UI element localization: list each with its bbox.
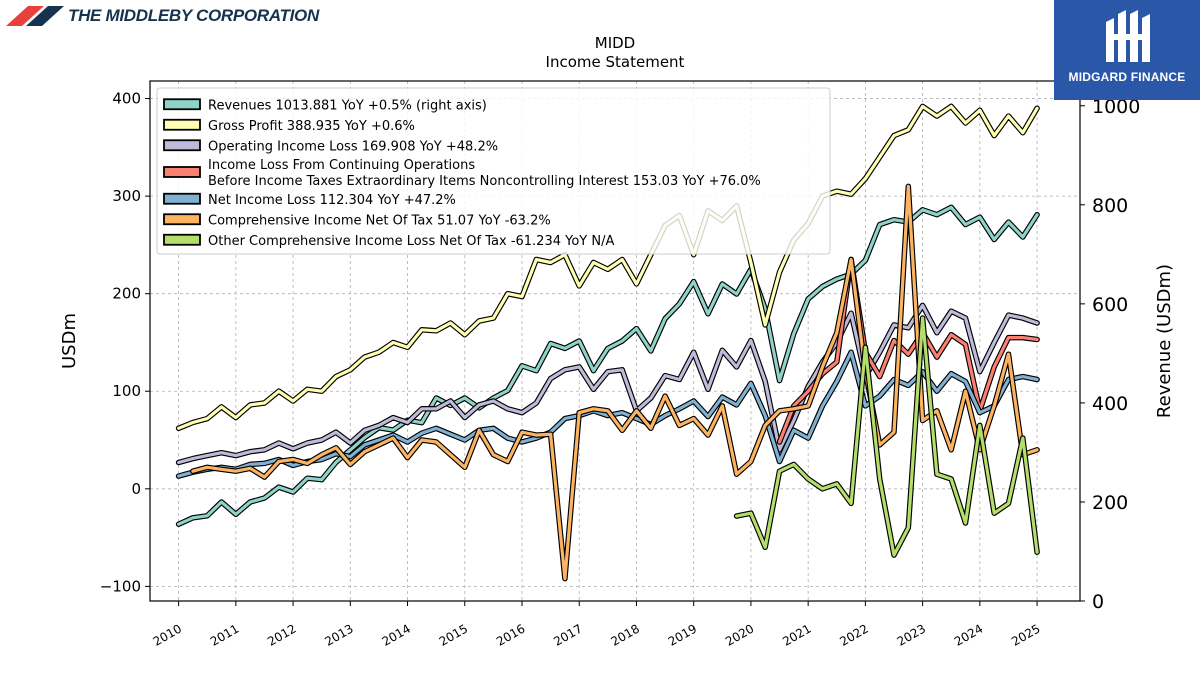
- legend-item-gross_profit: Gross Profit 388.935 YoY +0.6%: [163, 118, 415, 134]
- legend-label: Other Comprehensive Income Loss Net Of T…: [208, 234, 614, 249]
- y-right-tick-label: 400: [1092, 393, 1128, 415]
- x-tick-label: 2010: [151, 621, 184, 648]
- series-comprehensive_income: [190, 183, 1040, 582]
- y-tick-label: 400: [112, 90, 141, 108]
- series-line-other_comprehensive: [734, 316, 1039, 557]
- provider-name: MIDGARD FINANCE: [1068, 70, 1186, 84]
- y-right-tick-label: 800: [1092, 195, 1128, 217]
- y-right-tick-label: 600: [1092, 294, 1128, 316]
- x-tick-label: 2023: [895, 621, 928, 648]
- legend-swatch: [163, 213, 201, 226]
- lines-layer: [175, 103, 1040, 582]
- x-tick-label: 2011: [208, 621, 241, 648]
- y-tick-label: 0: [131, 480, 141, 498]
- x-tick-label: 2018: [609, 621, 642, 648]
- legend-item-pretax_income: Income Loss From Continuing OperationsBe…: [163, 158, 761, 189]
- x-tick-label: 2021: [780, 621, 813, 648]
- series-operating_income: [175, 302, 1040, 466]
- legend-item-operating_income: Operating Income Loss 169.908 YoY +48.2%: [163, 139, 498, 154]
- y-right-tick-label: 0: [1092, 591, 1104, 613]
- x-tick-label: 2022: [837, 621, 870, 648]
- series-line-operating_income: [177, 303, 1039, 465]
- provider-brand: MIDGARD FINANCE: [1054, 0, 1200, 100]
- legend-swatch: [163, 139, 201, 152]
- legend-item-comprehensive_income: Comprehensive Income Net Of Tax 51.07 Yo…: [163, 213, 551, 228]
- y-right-tick-label: 200: [1092, 492, 1128, 514]
- legend-item-net_income: Net Income Loss 112.304 YoY +47.2%: [163, 192, 456, 208]
- x-tick-label: 2013: [322, 621, 355, 648]
- legend-label: Operating Income Loss 169.908 YoY +48.2%: [208, 139, 498, 154]
- legend-swatch: [163, 233, 201, 246]
- legend-item-revenues: Revenues 1013.881 YoY +0.5% (right axis): [163, 98, 487, 113]
- x-tick-label: 2012: [265, 621, 298, 648]
- plot-frame: [149, 80, 1081, 602]
- x-tick-label: 2014: [380, 621, 413, 648]
- series-revenues: [175, 204, 1040, 527]
- x-tick-label: 2020: [723, 621, 756, 648]
- x-tick-label: 2025: [1009, 621, 1042, 648]
- y-tick-label: 200: [112, 285, 141, 303]
- legend-label-line1: Income Loss From Continuing Operations: [208, 158, 475, 173]
- series-line-gross_profit: [177, 104, 1039, 430]
- series-other_comprehensive: [733, 315, 1040, 558]
- y-tick-label: 100: [112, 382, 141, 400]
- y-right-tick-label: 1000: [1092, 96, 1140, 118]
- x-tick-label: 2024: [952, 621, 985, 648]
- x-tick-label: 2017: [551, 621, 584, 648]
- y-tick-label: 300: [112, 187, 141, 205]
- series-net_income: [175, 349, 1040, 479]
- legend-label-line2: Before Income Taxes Extraordinary Items …: [208, 174, 761, 189]
- series-line-revenues: [177, 205, 1039, 526]
- legend-item-other_comprehensive: Other Comprehensive Income Loss Net Of T…: [163, 233, 614, 249]
- legend-box: [156, 87, 831, 255]
- series-line-comprehensive_income: [191, 184, 1039, 581]
- legend: Revenues 1013.881 YoY +0.5% (right axis)…: [156, 87, 831, 255]
- y-axis-label: USDm: [59, 313, 80, 369]
- company-logo-icon: [6, 6, 64, 26]
- chart-subtitle: Income Statement: [546, 53, 685, 71]
- series-line-net_income: [177, 350, 1039, 478]
- legend-swatch: [163, 192, 201, 205]
- legend-swatch: [163, 166, 201, 178]
- x-tick-label: 2019: [666, 621, 699, 648]
- legend-label: Net Income Loss 112.304 YoY +47.2%: [208, 193, 456, 208]
- legend-swatch: [163, 118, 201, 131]
- provider-logo-icon: [1106, 10, 1150, 62]
- legend-label: Comprehensive Income Net Of Tax 51.07 Yo…: [208, 213, 551, 228]
- company-name: THE MIDDLEBY CORPORATION: [68, 6, 319, 25]
- x-tick-label: 2015: [437, 621, 470, 648]
- company-brand: THE MIDDLEBY CORPORATION: [6, 4, 319, 28]
- legend-swatch: [163, 98, 201, 111]
- chart-title: MIDD: [595, 34, 635, 52]
- y-tick-label: −100: [100, 577, 141, 595]
- y-axis-right-label: Revenue (USDm): [1154, 264, 1175, 418]
- x-tick-label: 2016: [494, 621, 527, 648]
- legend-label: Revenues 1013.881 YoY +0.5% (right axis): [208, 98, 487, 113]
- legend-label: Gross Profit 388.935 YoY +0.6%: [208, 119, 415, 134]
- series-gross_profit: [175, 103, 1040, 432]
